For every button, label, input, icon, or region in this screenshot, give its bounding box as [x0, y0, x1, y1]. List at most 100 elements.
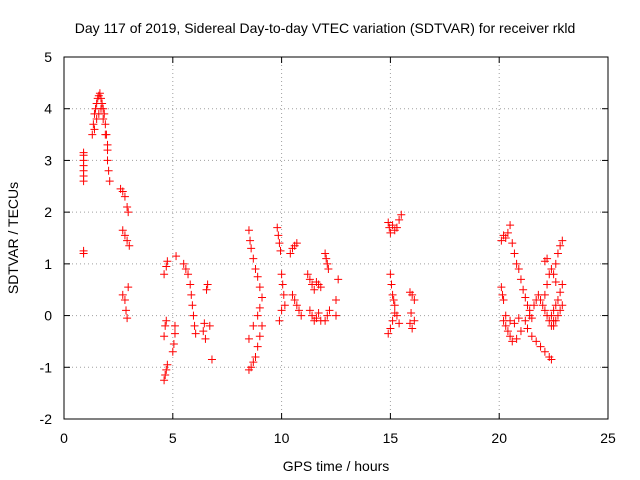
data-point — [410, 316, 419, 325]
data-point — [161, 371, 170, 380]
data-point — [325, 306, 334, 315]
data-point — [514, 265, 523, 274]
data-point — [205, 321, 214, 330]
data-point — [184, 270, 193, 279]
data-point — [323, 259, 332, 268]
data-point — [390, 301, 399, 310]
data-point — [163, 257, 172, 266]
y-tick-label: 4 — [44, 101, 52, 117]
data-point — [536, 296, 545, 305]
data-point — [101, 130, 110, 139]
data-point — [312, 314, 321, 323]
data-point — [384, 329, 393, 338]
data-point — [540, 347, 549, 356]
data-point — [512, 259, 521, 268]
y-tick-label: 5 — [44, 49, 52, 65]
y-tick-label: -2 — [40, 411, 53, 427]
data-point — [278, 280, 287, 289]
y-tick-label: 1 — [44, 256, 52, 272]
data-point — [104, 166, 113, 175]
y-tick-label: 2 — [44, 204, 52, 220]
data-point — [251, 352, 260, 361]
x-tick-labels: 0 5 10 15 20 25 — [60, 430, 616, 446]
data-markers — [79, 89, 567, 385]
data-point — [187, 290, 196, 299]
data-point — [122, 306, 131, 315]
data-point — [316, 283, 325, 292]
data-point — [255, 303, 264, 312]
data-point — [118, 187, 127, 196]
data-point — [497, 283, 506, 292]
data-point — [508, 239, 517, 248]
data-point — [523, 324, 532, 333]
data-point — [324, 265, 333, 274]
data-point — [519, 285, 528, 294]
data-point — [279, 290, 288, 299]
data-point — [123, 314, 132, 323]
data-point — [163, 360, 172, 369]
data-point — [249, 254, 258, 263]
x-tick-label: 10 — [274, 430, 290, 446]
data-point — [162, 262, 171, 271]
data-point — [388, 290, 397, 299]
data-point — [532, 337, 541, 346]
data-point — [389, 296, 398, 305]
data-point — [124, 283, 133, 292]
data-point — [527, 332, 536, 341]
data-point — [397, 210, 406, 219]
data-point — [543, 254, 552, 263]
data-point — [386, 324, 395, 333]
data-point — [160, 376, 169, 385]
data-point — [246, 236, 255, 245]
data-point — [202, 285, 211, 294]
data-point — [525, 311, 534, 320]
data-point — [292, 239, 301, 248]
data-point — [332, 311, 340, 320]
data-point — [251, 265, 260, 274]
data-point — [305, 275, 314, 284]
data-point — [388, 221, 397, 230]
data-point — [295, 306, 304, 315]
data-point — [556, 288, 565, 297]
data-point — [98, 99, 107, 108]
data-point — [547, 355, 556, 364]
data-point — [249, 321, 258, 330]
data-point — [168, 347, 177, 356]
data-point — [199, 327, 208, 336]
data-point — [123, 236, 132, 245]
data-point — [255, 283, 264, 292]
data-point — [499, 296, 508, 305]
x-tick-label: 15 — [383, 430, 399, 446]
data-point — [162, 365, 171, 374]
data-point — [516, 275, 525, 284]
data-point — [90, 125, 99, 134]
data-point — [253, 342, 262, 351]
data-point — [286, 249, 295, 258]
data-point — [549, 321, 558, 330]
data-point — [334, 275, 343, 284]
data-point — [323, 311, 332, 320]
data-point — [501, 321, 510, 330]
data-point — [207, 355, 216, 364]
data-point — [118, 226, 127, 235]
x-tick-label: 20 — [491, 430, 507, 446]
y-tick-label: -1 — [40, 359, 53, 375]
x-tick-label: 0 — [60, 430, 68, 446]
data-point — [181, 265, 190, 274]
data-point — [162, 316, 171, 325]
chart-title: Day 117 of 2019, Sidereal Day-to-day VTE… — [75, 20, 576, 36]
data-point — [553, 311, 562, 320]
data-point — [384, 218, 393, 227]
data-point — [508, 337, 517, 346]
data-point — [540, 290, 549, 299]
data-point — [95, 89, 104, 98]
data-point — [405, 319, 414, 328]
data-point — [275, 239, 284, 248]
data-point — [297, 311, 306, 320]
data-point — [408, 324, 417, 333]
data-point — [201, 334, 210, 343]
y-tick-labels: -2 -1 0 1 2 3 4 5 — [40, 49, 53, 427]
data-point — [105, 177, 114, 186]
data-point — [506, 332, 515, 341]
